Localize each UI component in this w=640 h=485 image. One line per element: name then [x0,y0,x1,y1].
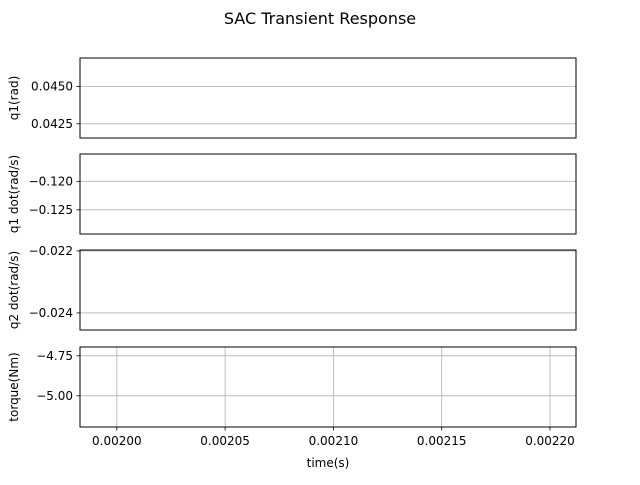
y-tick-label: −4.75 [36,349,73,363]
x-tick-label: 0.00205 [200,434,250,448]
figure-title: SAC Transient Response [224,9,416,28]
axes-frame [79,346,577,428]
axes-frame [79,57,577,139]
y-tick-label: 0.0450 [31,79,73,93]
y-axis-label: q1(rad) [7,76,21,121]
x-tick-label: 0.00220 [525,434,575,448]
subplot-1: 0.0425 0.0450 q1(rad) [7,57,577,139]
x-axis-label: time(s) [307,456,350,470]
y-tick-label: 0.0425 [31,117,73,131]
y-tick-label: −0.024 [29,306,73,320]
y-tick-label: −0.022 [29,244,73,258]
y-tick-label: −0.120 [29,174,73,188]
y-axis-label: torque(Nm) [7,352,21,421]
y-tick-label: −5.00 [36,389,73,403]
y-tick-label: −0.125 [29,203,73,217]
y-axis-label: q1 dot(rad/s) [7,155,21,233]
x-tick-label: 0.00210 [309,434,359,448]
x-tick-label: 0.00200 [92,434,142,448]
subplot-4: −4.75 −5.00 0.00200 0.00205 0.00210 0.00215 0.… [7,346,577,470]
subplot-2: −0.120 −0.125 q1 dot(rad/s) [7,153,577,235]
subplot-3: −0.022 −0.024 q2 dot(rad/s) [7,244,577,331]
y-axis-label: q2 dot(rad/s) [7,251,21,329]
axes-frame [79,153,577,235]
axes-frame [79,249,577,331]
x-tick-label: 0.00215 [417,434,467,448]
